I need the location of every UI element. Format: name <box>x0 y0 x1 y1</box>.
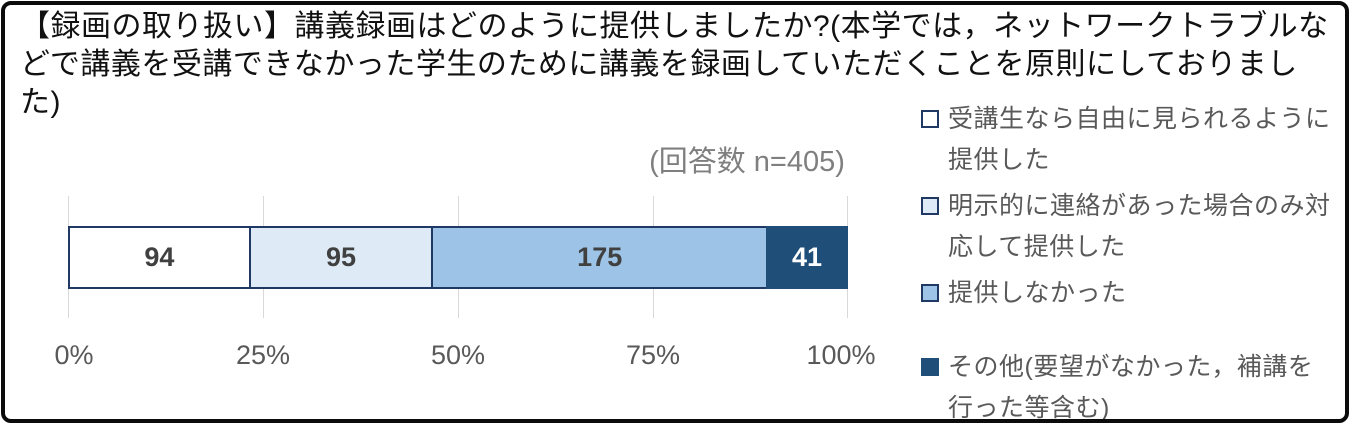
legend-swatch-icon <box>921 284 939 302</box>
chart-title: 【録画の取り扱い】講義録画はどのように提供しましたか?(本学では，ネットワークト… <box>20 10 1329 119</box>
legend-item-label: 提供しなかった <box>948 279 1127 307</box>
bar-segment-free-access: 94 <box>68 226 251 289</box>
legend-swatch-icon <box>921 110 939 128</box>
x-axis-tick: 75% <box>625 340 681 370</box>
legend-item-label: 受講生なら自由に見られるように提供した <box>948 105 1331 174</box>
legend-swatch-icon <box>921 197 939 215</box>
plot-area: 94 95 175 41 <box>68 196 849 318</box>
legend-item-label: その他(要望がなかった，補講を行った等含む) <box>948 353 1314 422</box>
legend-item-free-access: 受講生なら自由に見られるように提供した <box>921 99 1333 181</box>
x-axis-tick: 25% <box>235 340 291 370</box>
legend-item-label: 明示的に連絡があった場合のみ対応して提供した <box>948 192 1331 261</box>
legend-item-on-request: 明示的に連絡があった場合のみ対応して提供した <box>921 186 1333 268</box>
legend-item-other: その他(要望がなかった，補講を行った等含む) <box>921 347 1333 424</box>
bar-segment-other: 41 <box>766 226 849 289</box>
x-axis-tick: 0% <box>54 340 94 370</box>
x-axis-tick: 100% <box>806 340 876 370</box>
legend-swatch-icon <box>921 358 939 376</box>
bar-segment-value: 41 <box>792 242 823 272</box>
bar-segment-value: 94 <box>144 242 175 272</box>
x-axis: 0% 25% 50% 75% 100% <box>54 340 875 376</box>
bar-segment-value: 95 <box>326 242 357 272</box>
x-axis-tick: 50% <box>430 340 486 370</box>
bar-segment-not-provided: 175 <box>431 226 769 289</box>
stacked-bar: 94 95 175 41 <box>68 226 849 289</box>
bar-segment-on-request: 95 <box>248 226 434 289</box>
legend: 受講生なら自由に見られるように提供した 明示的に連絡があった場合のみ対応して提供… <box>921 99 1333 424</box>
bar-segment-value: 175 <box>577 242 623 272</box>
response-count-note: (回答数 n=405) <box>649 146 845 178</box>
legend-item-not-provided: 提供しなかった <box>921 273 1333 314</box>
